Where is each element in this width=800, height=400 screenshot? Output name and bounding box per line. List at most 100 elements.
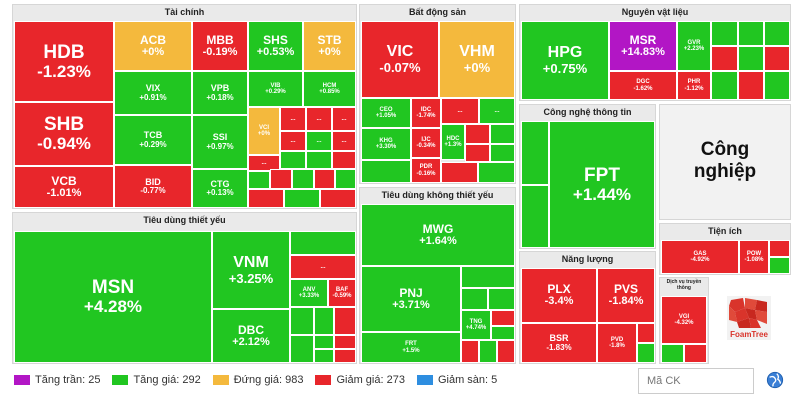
tile-small-re-9[interactable] [478, 162, 515, 183]
globe-icon[interactable] [766, 371, 784, 389]
tile-phr[interactable]: PHR -1.12% [677, 71, 711, 100]
tile-tcb[interactable]: TCB +0.29% [114, 115, 192, 165]
tile-tng[interactable]: TNG +4.74% [461, 310, 491, 340]
tile-small-it-2[interactable] [521, 185, 549, 248]
tile-small-disc-5[interactable] [491, 326, 515, 340]
tile-small-mat-1[interactable] [711, 21, 738, 46]
tile-small-finance-3[interactable]: ... [332, 107, 356, 131]
tile-hdc[interactable]: HDC +1.3% [441, 124, 465, 160]
tile-small-util-1[interactable] [769, 240, 790, 257]
tile-small-mat-9[interactable] [764, 71, 790, 100]
tile-small-finance-8[interactable] [280, 151, 306, 169]
tile-fpt[interactable]: FPT +1.44% [549, 121, 655, 248]
tile-vix[interactable]: VIX +0.91% [114, 71, 192, 115]
tile-khg[interactable]: KHG +3.30% [361, 128, 411, 160]
tile-small-mat-7[interactable] [711, 71, 738, 100]
tile-small-staples-8[interactable] [334, 335, 356, 349]
tile-small-finance-4[interactable]: ... [280, 131, 306, 151]
tile-ctg[interactable]: CTG +0.13% [192, 169, 248, 208]
tile-vgi[interactable]: VGI -4.32% [661, 296, 707, 344]
tile-small-energy-2[interactable] [637, 343, 655, 363]
tile-pvd[interactable]: PVD -1.8% [597, 323, 637, 363]
tile-small-finance-17[interactable] [284, 189, 320, 208]
tile-small-staples-6[interactable] [290, 335, 314, 363]
tile-gas[interactable]: GAS -4.92% [661, 240, 739, 274]
tile-small-finance-16[interactable] [248, 189, 284, 208]
tile-dgc[interactable]: DGC -1.62% [609, 71, 677, 100]
tile-baf[interactable]: BAF -0.59% [328, 279, 356, 307]
tile-small-disc-8[interactable] [497, 340, 515, 363]
sector-industrial[interactable]: Công nghiệp [659, 104, 791, 220]
tile-small-re-2[interactable]: ... [479, 98, 515, 124]
tile-bsr[interactable]: BSR -1.83% [521, 323, 597, 363]
tile-small-util-2[interactable] [769, 257, 790, 274]
tile-small-finance-18[interactable] [320, 189, 356, 208]
tile-small-staples-10[interactable] [334, 349, 356, 363]
tile-small-re-3[interactable] [465, 124, 490, 144]
tile-hcm[interactable]: HCM +0.85% [303, 71, 356, 107]
tile-small-re-6[interactable] [490, 144, 515, 162]
tile-vnm[interactable]: VNM +3.25% [212, 231, 290, 309]
tile-small-finance-12[interactable] [270, 169, 292, 189]
tile-mwg[interactable]: MWG +1.64% [361, 204, 515, 266]
tile-small-mat-6[interactable] [764, 46, 790, 71]
tile-small-staples-7[interactable] [314, 335, 334, 349]
tile-anv[interactable]: ANV +3.33% [290, 279, 328, 307]
stock-code-search-input[interactable] [638, 368, 754, 394]
tile-ceo[interactable]: CEO +1.05% [361, 98, 411, 128]
tile-small-disc-7[interactable] [479, 340, 497, 363]
tile-small-staples-1[interactable] [290, 231, 356, 255]
tile-small-finance-10[interactable] [332, 151, 356, 169]
tile-pnj[interactable]: PNJ +3.71% [361, 266, 461, 332]
tile-small-staples-5[interactable] [334, 307, 356, 335]
tile-small-staples-2[interactable]: ... [290, 255, 356, 279]
tile-hpg[interactable]: HPG +0.75% [521, 21, 609, 100]
tile-small-finance-6[interactable]: ... [332, 131, 356, 151]
tile-ijc[interactable]: IJC -0.34% [411, 128, 441, 158]
tile-small-staples-9[interactable] [314, 349, 334, 363]
tile-vib[interactable]: VIB +0.29% [248, 71, 303, 107]
tile-small-disc-2[interactable] [461, 288, 488, 310]
tile-dbc[interactable]: DBC +2.12% [212, 309, 290, 363]
tile-small-disc-6[interactable] [461, 340, 479, 363]
tile-vcb[interactable]: VCB -1.01% [14, 166, 114, 208]
tile-small-mat-5[interactable] [738, 46, 764, 71]
tile-small-re-4[interactable] [490, 124, 515, 144]
tile-small-staples-3[interactable] [290, 307, 314, 335]
tile-ssi[interactable]: SSI +0.97% [192, 115, 248, 169]
tile-small-travel-1[interactable] [661, 344, 684, 363]
tile-small-finance-5[interactable]: ... [306, 131, 332, 151]
tile-shs[interactable]: SHS +0.53% [248, 21, 303, 71]
tile-small-mat-2[interactable] [738, 21, 764, 46]
tile-small-finance-7[interactable]: ... [248, 155, 280, 171]
tile-small-finance-15[interactable] [335, 169, 356, 189]
tile-small-disc-1[interactable] [461, 266, 515, 288]
tile-small-finance-2[interactable]: ... [306, 107, 332, 131]
tile-small-re-7[interactable] [361, 160, 411, 183]
tile-small-finance-9[interactable] [306, 151, 332, 169]
tile-hdb[interactable]: HDB -1.23% [14, 21, 114, 102]
tile-pvs[interactable]: PVS -1.84% [597, 268, 655, 323]
tile-vpb[interactable]: VPB +0.18% [192, 71, 248, 115]
tile-idc[interactable]: IDC -1.74% [411, 98, 441, 128]
tile-acb[interactable]: ACB +0% [114, 21, 192, 71]
tile-small-mat-8[interactable] [738, 71, 764, 100]
tile-plx[interactable]: PLX -3.4% [521, 268, 597, 323]
tile-small-disc-4[interactable] [491, 310, 515, 326]
tile-stb[interactable]: STB +0% [303, 21, 356, 71]
tile-small-finance-11[interactable] [248, 171, 270, 189]
tile-small-finance-1[interactable]: ... [280, 107, 306, 131]
tile-vic[interactable]: VIC -0.07% [361, 21, 439, 98]
tile-small-disc-3[interactable] [488, 288, 515, 310]
tile-small-re-8[interactable] [441, 162, 478, 183]
tile-small-finance-14[interactable] [314, 169, 335, 189]
tile-mbb[interactable]: MBB -0.19% [192, 21, 248, 71]
tile-small-staples-4[interactable] [314, 307, 334, 335]
tile-small-re-5[interactable] [465, 144, 490, 162]
tile-small-re-1[interactable]: ... [441, 98, 479, 124]
tile-small-travel-2[interactable] [684, 344, 707, 363]
tile-small-it-1[interactable] [521, 121, 549, 185]
tile-small-finance-13[interactable] [292, 169, 314, 189]
tile-small-mat-3[interactable] [764, 21, 790, 46]
tile-vhm[interactable]: VHM +0% [439, 21, 515, 98]
